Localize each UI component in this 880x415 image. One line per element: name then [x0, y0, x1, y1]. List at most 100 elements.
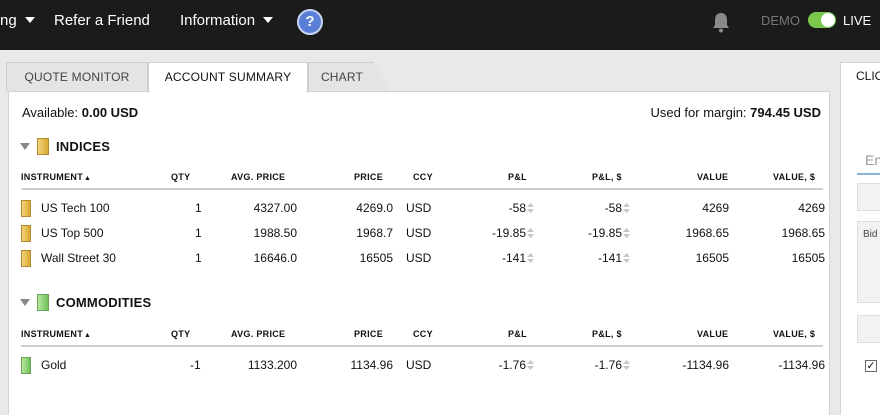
table-row[interactable]: US Top 500 1 1988.50 1968.7 USD -19.85 -… [21, 221, 825, 246]
col-value-usd[interactable]: VALUE, $ [773, 172, 816, 182]
cell-pl: -58 [509, 196, 534, 221]
cell-price: 1134.96 [350, 358, 394, 372]
instrument-marker [21, 250, 31, 267]
cell-qty: 1 [195, 201, 202, 215]
order-option-box-2[interactable] [857, 315, 880, 343]
col-instrument[interactable]: INSTRUMENT▲ [21, 329, 92, 339]
col-ccy[interactable]: CCY [413, 172, 433, 182]
nav-refer-label: Refer a Friend [54, 12, 150, 29]
col-price[interactable]: PRICE [354, 329, 384, 339]
nav-information-menu[interactable]: Information [180, 0, 274, 42]
collapse-triangle-icon[interactable] [20, 298, 30, 306]
cell-value: 16505 [695, 251, 729, 265]
bid-label: Bid [863, 229, 878, 240]
col-price[interactable]: PRICE [354, 172, 384, 182]
margin-value: 794.45 USD [750, 105, 821, 120]
up-down-arrows-icon [527, 252, 534, 263]
nav-information-label: Information [180, 12, 256, 29]
col-ccy[interactable]: CCY [413, 329, 433, 339]
cell-price: 1968.7 [356, 226, 393, 240]
cell-pl: -141 [502, 246, 534, 271]
commodities-color-marker [37, 293, 49, 311]
cell-value: 1968.65 [685, 226, 729, 240]
amount-placeholder: En [865, 152, 880, 168]
nav-refer-a-friend[interactable]: Refer a Friend [54, 0, 150, 42]
up-down-arrows-icon [527, 227, 534, 238]
up-down-arrows-icon [623, 359, 630, 370]
tab-chart[interactable]: CHART [308, 62, 390, 92]
col-pl-usd[interactable]: P&L, $ [592, 329, 622, 339]
top-bar: ng Refer a Friend Information ? DEMO LIV… [0, 0, 880, 50]
collapse-triangle-icon[interactable] [20, 142, 30, 150]
col-avg-price[interactable]: AVG. PRICE [231, 329, 286, 339]
used-for-margin: Used for margin: 794.45 USD [650, 105, 821, 120]
chevron-down-icon [24, 17, 35, 24]
section-title: INDICES [56, 138, 111, 154]
bell-icon[interactable] [710, 11, 732, 33]
section-commodities-header[interactable]: COMMODITIES [20, 292, 151, 312]
margin-label: Used for margin: [650, 105, 747, 120]
col-qty[interactable]: QTY [171, 329, 191, 339]
col-pl[interactable]: P&L [508, 329, 527, 339]
order-option-box[interactable] [857, 183, 880, 211]
cell-avg-price: 1988.50 [253, 226, 297, 240]
col-pl[interactable]: P&L [508, 172, 527, 182]
table-row[interactable]: Wall Street 30 1 16646.0 16505 USD -141 … [21, 246, 825, 271]
sort-up-icon: ▲ [84, 332, 92, 339]
cell-qty: 1 [195, 226, 202, 240]
order-panel-title: CLIC [856, 69, 880, 83]
col-instrument[interactable]: INSTRUMENT▲ [21, 172, 92, 182]
col-value[interactable]: VALUE [697, 329, 729, 339]
tab-label: ACCOUNT SUMMARY [164, 70, 292, 84]
up-down-arrows-icon [623, 252, 630, 263]
indices-color-marker [37, 137, 49, 155]
cell-instrument: US Tech 100 [41, 201, 110, 215]
order-panel: CLIC En Bid ✓ [840, 62, 880, 415]
cell-pl-usd: -1.76 [595, 353, 630, 378]
up-down-arrows-icon [623, 202, 630, 213]
nav-trading-menu[interactable]: ng [0, 0, 35, 42]
question-icon: ? [305, 13, 315, 30]
toggle-knob [821, 13, 835, 27]
nav-trading-label: ng [0, 12, 17, 29]
col-avg-price[interactable]: AVG. PRICE [231, 172, 286, 182]
section-indices-header[interactable]: INDICES [20, 136, 110, 156]
tab-account-summary[interactable]: ACCOUNT SUMMARY [148, 62, 308, 93]
confirm-checkbox[interactable]: ✓ [865, 360, 877, 372]
cell-value-usd: 1968.65 [781, 226, 825, 240]
indices-column-headers: INSTRUMENT▲ QTY AVG. PRICE PRICE CCY P&L… [21, 168, 823, 190]
cell-value-usd: -1134.96 [778, 358, 825, 372]
amount-input[interactable]: En [857, 145, 880, 175]
cell-pl-usd: -19.85 [588, 221, 630, 246]
table-row[interactable]: US Tech 100 1 4327.00 4269.0 USD -58 -58… [21, 196, 825, 221]
available-value: 0.00 USD [81, 105, 139, 120]
up-down-arrows-icon [527, 202, 534, 213]
cell-pl: -1.76 [499, 353, 534, 378]
up-down-arrows-icon [527, 359, 534, 370]
available-balance: Available: 0.00 USD [22, 105, 138, 120]
col-pl-usd[interactable]: P&L, $ [592, 172, 622, 182]
tab-label: QUOTE MONITOR [24, 70, 130, 84]
tab-label: CHART [320, 70, 364, 84]
instrument-marker [21, 357, 31, 374]
check-icon: ✓ [866, 360, 876, 372]
demo-live-toggle[interactable] [808, 12, 836, 28]
col-qty[interactable]: QTY [171, 172, 191, 182]
cell-ccy: USD [406, 226, 432, 240]
commodities-column-headers: INSTRUMENT▲ QTY AVG. PRICE PRICE CCY P&L… [21, 325, 823, 347]
col-value-usd[interactable]: VALUE, $ [773, 329, 816, 339]
cell-pl-usd: -141 [598, 246, 630, 271]
cell-qty: 1 [195, 251, 202, 265]
up-down-arrows-icon [623, 227, 630, 238]
cell-qty: -1 [190, 358, 201, 372]
live-label: LIVE [843, 13, 872, 28]
col-value[interactable]: VALUE [697, 172, 729, 182]
table-row[interactable]: Gold -1 1133.200 1134.96 USD -1.76 -1.76… [21, 353, 825, 378]
help-button[interactable]: ? [297, 9, 323, 35]
cell-instrument: Gold [41, 358, 67, 372]
available-label: Available: [22, 105, 79, 120]
bid-quote-box[interactable] [857, 221, 880, 303]
tab-quote-monitor[interactable]: QUOTE MONITOR [6, 62, 148, 92]
cell-ccy: USD [406, 358, 432, 372]
demo-label: DEMO [761, 13, 800, 28]
